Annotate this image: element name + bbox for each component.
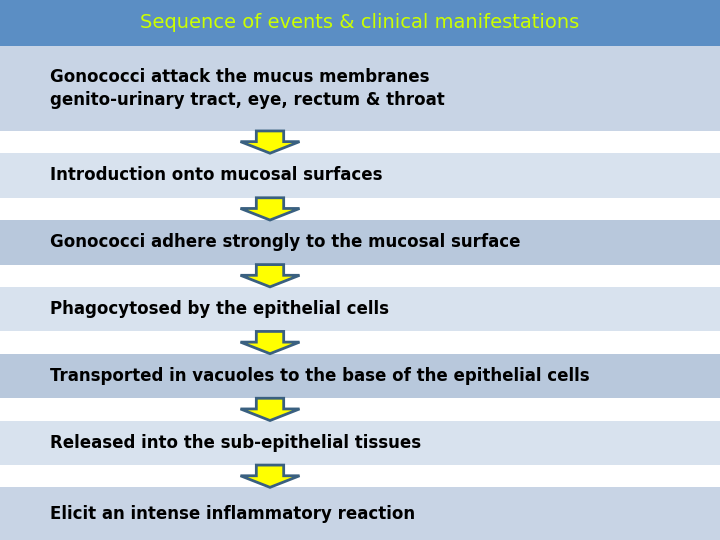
Text: Elicit an intense inflammatory reaction: Elicit an intense inflammatory reaction (50, 505, 415, 523)
Bar (0, 220, 720, 265)
Text: Gonococci attack the mucus membranes
genito-urinary tract, eye, rectum & throat: Gonococci attack the mucus membranes gen… (50, 69, 445, 109)
Text: Phagocytosed by the epithelial cells: Phagocytosed by the epithelial cells (50, 300, 390, 318)
Text: Released into the sub-epithelial tissues: Released into the sub-epithelial tissues (50, 434, 421, 452)
Polygon shape (240, 399, 300, 421)
Polygon shape (240, 265, 300, 287)
Bar (0, 153, 720, 198)
Bar (0, 0, 720, 46)
Bar (0, 354, 720, 399)
Text: Gonococci adhere strongly to the mucosal surface: Gonococci adhere strongly to the mucosal… (50, 233, 521, 251)
Polygon shape (240, 131, 300, 153)
Text: Introduction onto mucosal surfaces: Introduction onto mucosal surfaces (50, 166, 383, 185)
Polygon shape (240, 198, 300, 220)
Text: Transported in vacuoles to the base of the epithelial cells: Transported in vacuoles to the base of t… (50, 367, 590, 385)
Polygon shape (240, 332, 300, 354)
Bar (0, 421, 720, 465)
Bar (0, 287, 720, 332)
Bar (0, 488, 720, 540)
Bar (0, 46, 720, 131)
Polygon shape (240, 465, 300, 488)
Text: Sequence of events & clinical manifestations: Sequence of events & clinical manifestat… (140, 14, 580, 32)
